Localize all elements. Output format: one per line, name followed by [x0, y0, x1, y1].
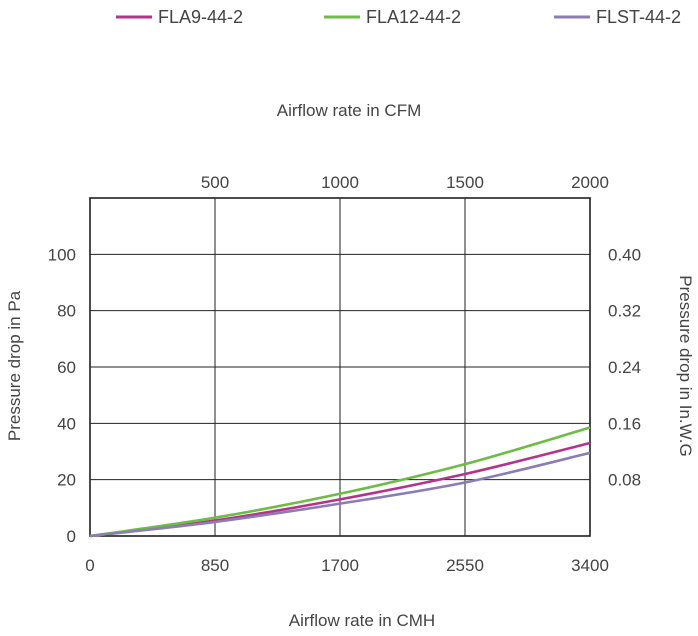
top-axis-title: Airflow rate in CFM: [277, 101, 422, 120]
bottom-axis-ticks: 0 850 1700 2550 3400: [85, 556, 609, 575]
series-lines: [89, 426, 591, 538]
right-tick-label: 0.24: [608, 358, 641, 377]
left-tick-label: 40: [57, 414, 76, 433]
right-axis-title: Pressure drop in In.W.G: [676, 275, 695, 456]
legend-label: FLA12-44-2: [366, 7, 461, 27]
left-tick-label: 100: [48, 245, 76, 264]
bottom-tick-label: 850: [201, 556, 229, 575]
legend: FLA9-44-2 FLA12-44-2 FLST-44-2: [116, 7, 681, 27]
bottom-tick-label: 3400: [571, 556, 609, 575]
series-line-flst-44-2: [89, 451, 591, 538]
bottom-tick-label: 0: [85, 556, 94, 575]
left-tick-label: 20: [57, 471, 76, 490]
bottom-tick-label: 2550: [446, 556, 484, 575]
left-tick-label: 0: [67, 527, 76, 546]
series-line-fla12-44-2: [89, 426, 591, 538]
right-axis-ticks: 0.08 0.16 0.24 0.32 0.40: [608, 245, 641, 489]
grid-lines: [90, 198, 590, 536]
top-tick-label: 500: [201, 173, 229, 192]
bottom-axis-title: Airflow rate in CMH: [289, 611, 435, 630]
left-axis-title: Pressure drop in Pa: [5, 290, 24, 441]
top-axis-ticks: 500 1000 1500 2000: [201, 173, 609, 192]
left-tick-label: 80: [57, 302, 76, 321]
top-tick-label: 1500: [446, 173, 484, 192]
right-tick-label: 0.16: [608, 414, 641, 433]
legend-label: FLA9-44-2: [158, 7, 243, 27]
top-tick-label: 1000: [321, 173, 359, 192]
top-tick-label: 2000: [571, 173, 609, 192]
left-axis-ticks: 0 20 40 60 80 100: [48, 245, 76, 546]
left-tick-label: 60: [57, 358, 76, 377]
right-tick-label: 0.32: [608, 302, 641, 321]
legend-label: FLST-44-2: [596, 7, 681, 27]
bottom-tick-label: 1700: [321, 556, 359, 575]
right-tick-label: 0.08: [608, 471, 641, 490]
right-tick-label: 0.40: [608, 245, 641, 264]
